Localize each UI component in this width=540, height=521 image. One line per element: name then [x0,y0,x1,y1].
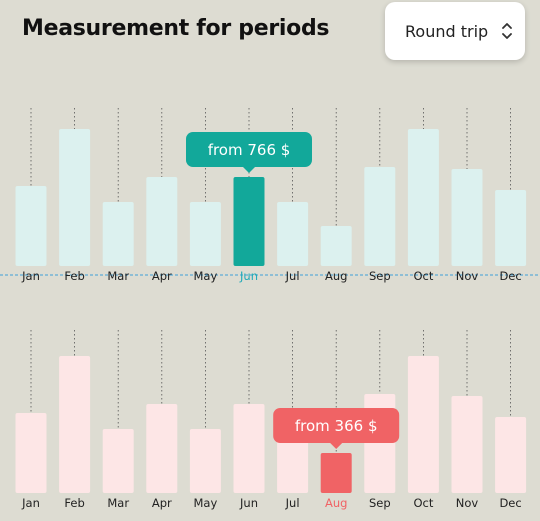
bar-nov[interactable] [451,396,483,493]
month-label-jul[interactable]: Jul [285,269,300,283]
tooltip-label: from 366 $ [295,417,378,435]
month-label-jan[interactable]: Jan [21,269,40,283]
month-label-mar[interactable]: Mar [107,269,129,283]
tooltip-pointer [243,167,255,173]
month-label-sep[interactable]: Sep [369,496,391,510]
chevron-up-down-icon [502,23,512,39]
bar-mar[interactable] [102,202,134,266]
month-label-nov[interactable]: Nov [456,269,479,283]
bar-oct[interactable] [407,356,439,493]
bar-jan[interactable] [15,413,47,493]
chart-top: from 766 $ Jan Feb Mar Apr May Jun Jul Aug Sep Oct… [0,108,540,283]
chart-bottom: from 366 $ Jan Feb Mar Apr May Jun Jul Aug Sep Oct… [15,330,527,510]
bar-jan[interactable] [15,186,47,266]
bar-dec[interactable] [495,417,527,493]
month-label-aug[interactable]: Aug [325,496,347,510]
bar-jul[interactable] [277,202,309,266]
bar-feb[interactable] [59,129,91,266]
bar-apr[interactable] [146,177,178,266]
tooltip-box [273,408,400,443]
month-label-aug[interactable]: Aug [325,269,347,283]
bar-sep[interactable] [364,167,396,266]
month-label-mar[interactable]: Mar [107,496,129,510]
trip-type-value: Round trip [405,21,489,41]
bar-nov[interactable] [451,169,483,266]
tooltip-label: from 766 $ [208,141,291,159]
month-label-oct[interactable]: Oct [413,269,433,283]
bar-aug[interactable] [320,226,352,266]
month-label-jul[interactable]: Jul [285,496,300,510]
bar-jun[interactable] [233,404,265,493]
month-label-may[interactable]: May [194,269,218,283]
bar-feb[interactable] [59,356,91,493]
month-label-feb[interactable]: Feb [64,496,84,510]
month-label-jan[interactable]: Jan [21,496,40,510]
tooltip: from 766 $ [186,132,312,173]
month-label-nov[interactable]: Nov [456,496,479,510]
bar-jul[interactable] [277,429,309,493]
tooltip: from 366 $ [273,408,400,449]
tooltip-box [186,132,312,167]
month-label-dec[interactable]: Dec [499,496,521,510]
bar-jun[interactable] [233,177,265,266]
month-label-jun[interactable]: Jun [239,269,258,283]
month-label-may[interactable]: May [194,496,218,510]
month-label-jun[interactable]: Jun [239,496,258,510]
bar-mar[interactable] [102,429,134,493]
bar-oct[interactable] [407,129,439,266]
tooltip-pointer [330,443,343,449]
page-title: Measurement for periods [22,16,330,41]
month-label-oct[interactable]: Oct [413,496,433,510]
trip-type-select[interactable]: Round trip [385,2,525,60]
month-label-apr[interactable]: Apr [152,269,172,283]
bar-may[interactable] [189,202,221,266]
bar-may[interactable] [189,429,221,493]
bar-aug[interactable] [320,453,352,493]
month-label-feb[interactable]: Feb [64,269,84,283]
month-label-sep[interactable]: Sep [369,269,391,283]
month-label-dec[interactable]: Dec [499,269,521,283]
month-label-apr[interactable]: Apr [152,496,172,510]
bar-dec[interactable] [495,190,527,266]
bar-apr[interactable] [146,404,178,493]
